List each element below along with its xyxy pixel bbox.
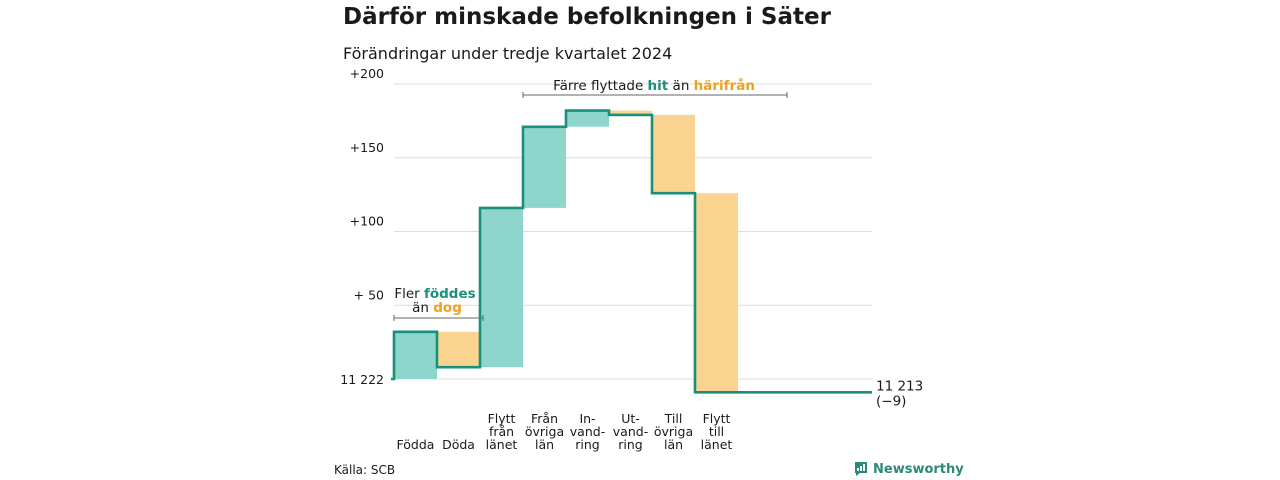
source-note: Källa: SCB — [334, 463, 396, 477]
y-tick-label: +200 — [350, 66, 384, 81]
category-label: Flytt från länet — [486, 411, 518, 452]
category-label: Ut-vand-ring — [613, 411, 648, 452]
bar-5 — [566, 110, 609, 127]
category-label: Flytt till länet — [701, 411, 733, 452]
bar-1 — [394, 331, 437, 379]
gridlines — [394, 83, 872, 380]
end-value-label: 11 213 — [876, 378, 923, 394]
y-axis-ticks: + 50 +100 +150 +200 11 222 — [340, 66, 384, 387]
cumulative-step-line — [391, 109, 872, 394]
end-change-label: (−9) — [876, 393, 906, 409]
y-tick-label: +150 — [350, 140, 384, 155]
bar-6 — [609, 110, 652, 115]
category-label: Till övriga län — [654, 411, 693, 452]
category-label: Födda — [397, 437, 435, 452]
bars — [394, 110, 738, 393]
bar-7 — [652, 114, 695, 194]
births-annotation-line2: än dog — [412, 300, 462, 316]
births-annotation-line1: Fler föddes — [394, 286, 475, 302]
y-tick-label: + 50 — [354, 287, 384, 302]
category-label: In-vand-ring — [570, 411, 605, 452]
start-value-label: 11 222 — [340, 372, 384, 387]
bar-2 — [437, 331, 480, 368]
brand-logo: Newsworthy — [854, 461, 964, 477]
chart-subtitle: Förändringar under tredje kvartalet 2024 — [343, 44, 673, 63]
category-label: Döda — [442, 437, 475, 452]
moves-annotation: Färre flyttade hit än härifrån — [553, 77, 755, 94]
bar-8 — [695, 193, 738, 393]
category-label: Från övriga län — [525, 411, 564, 452]
chart-title: Därför minskade befolkningen i Säter — [343, 4, 831, 30]
brand-name: Newsworthy — [873, 461, 964, 477]
y-tick-label: +100 — [350, 214, 384, 229]
bar-chart-icon — [855, 462, 867, 476]
bar-3 — [480, 207, 523, 368]
bar-4 — [523, 126, 566, 208]
